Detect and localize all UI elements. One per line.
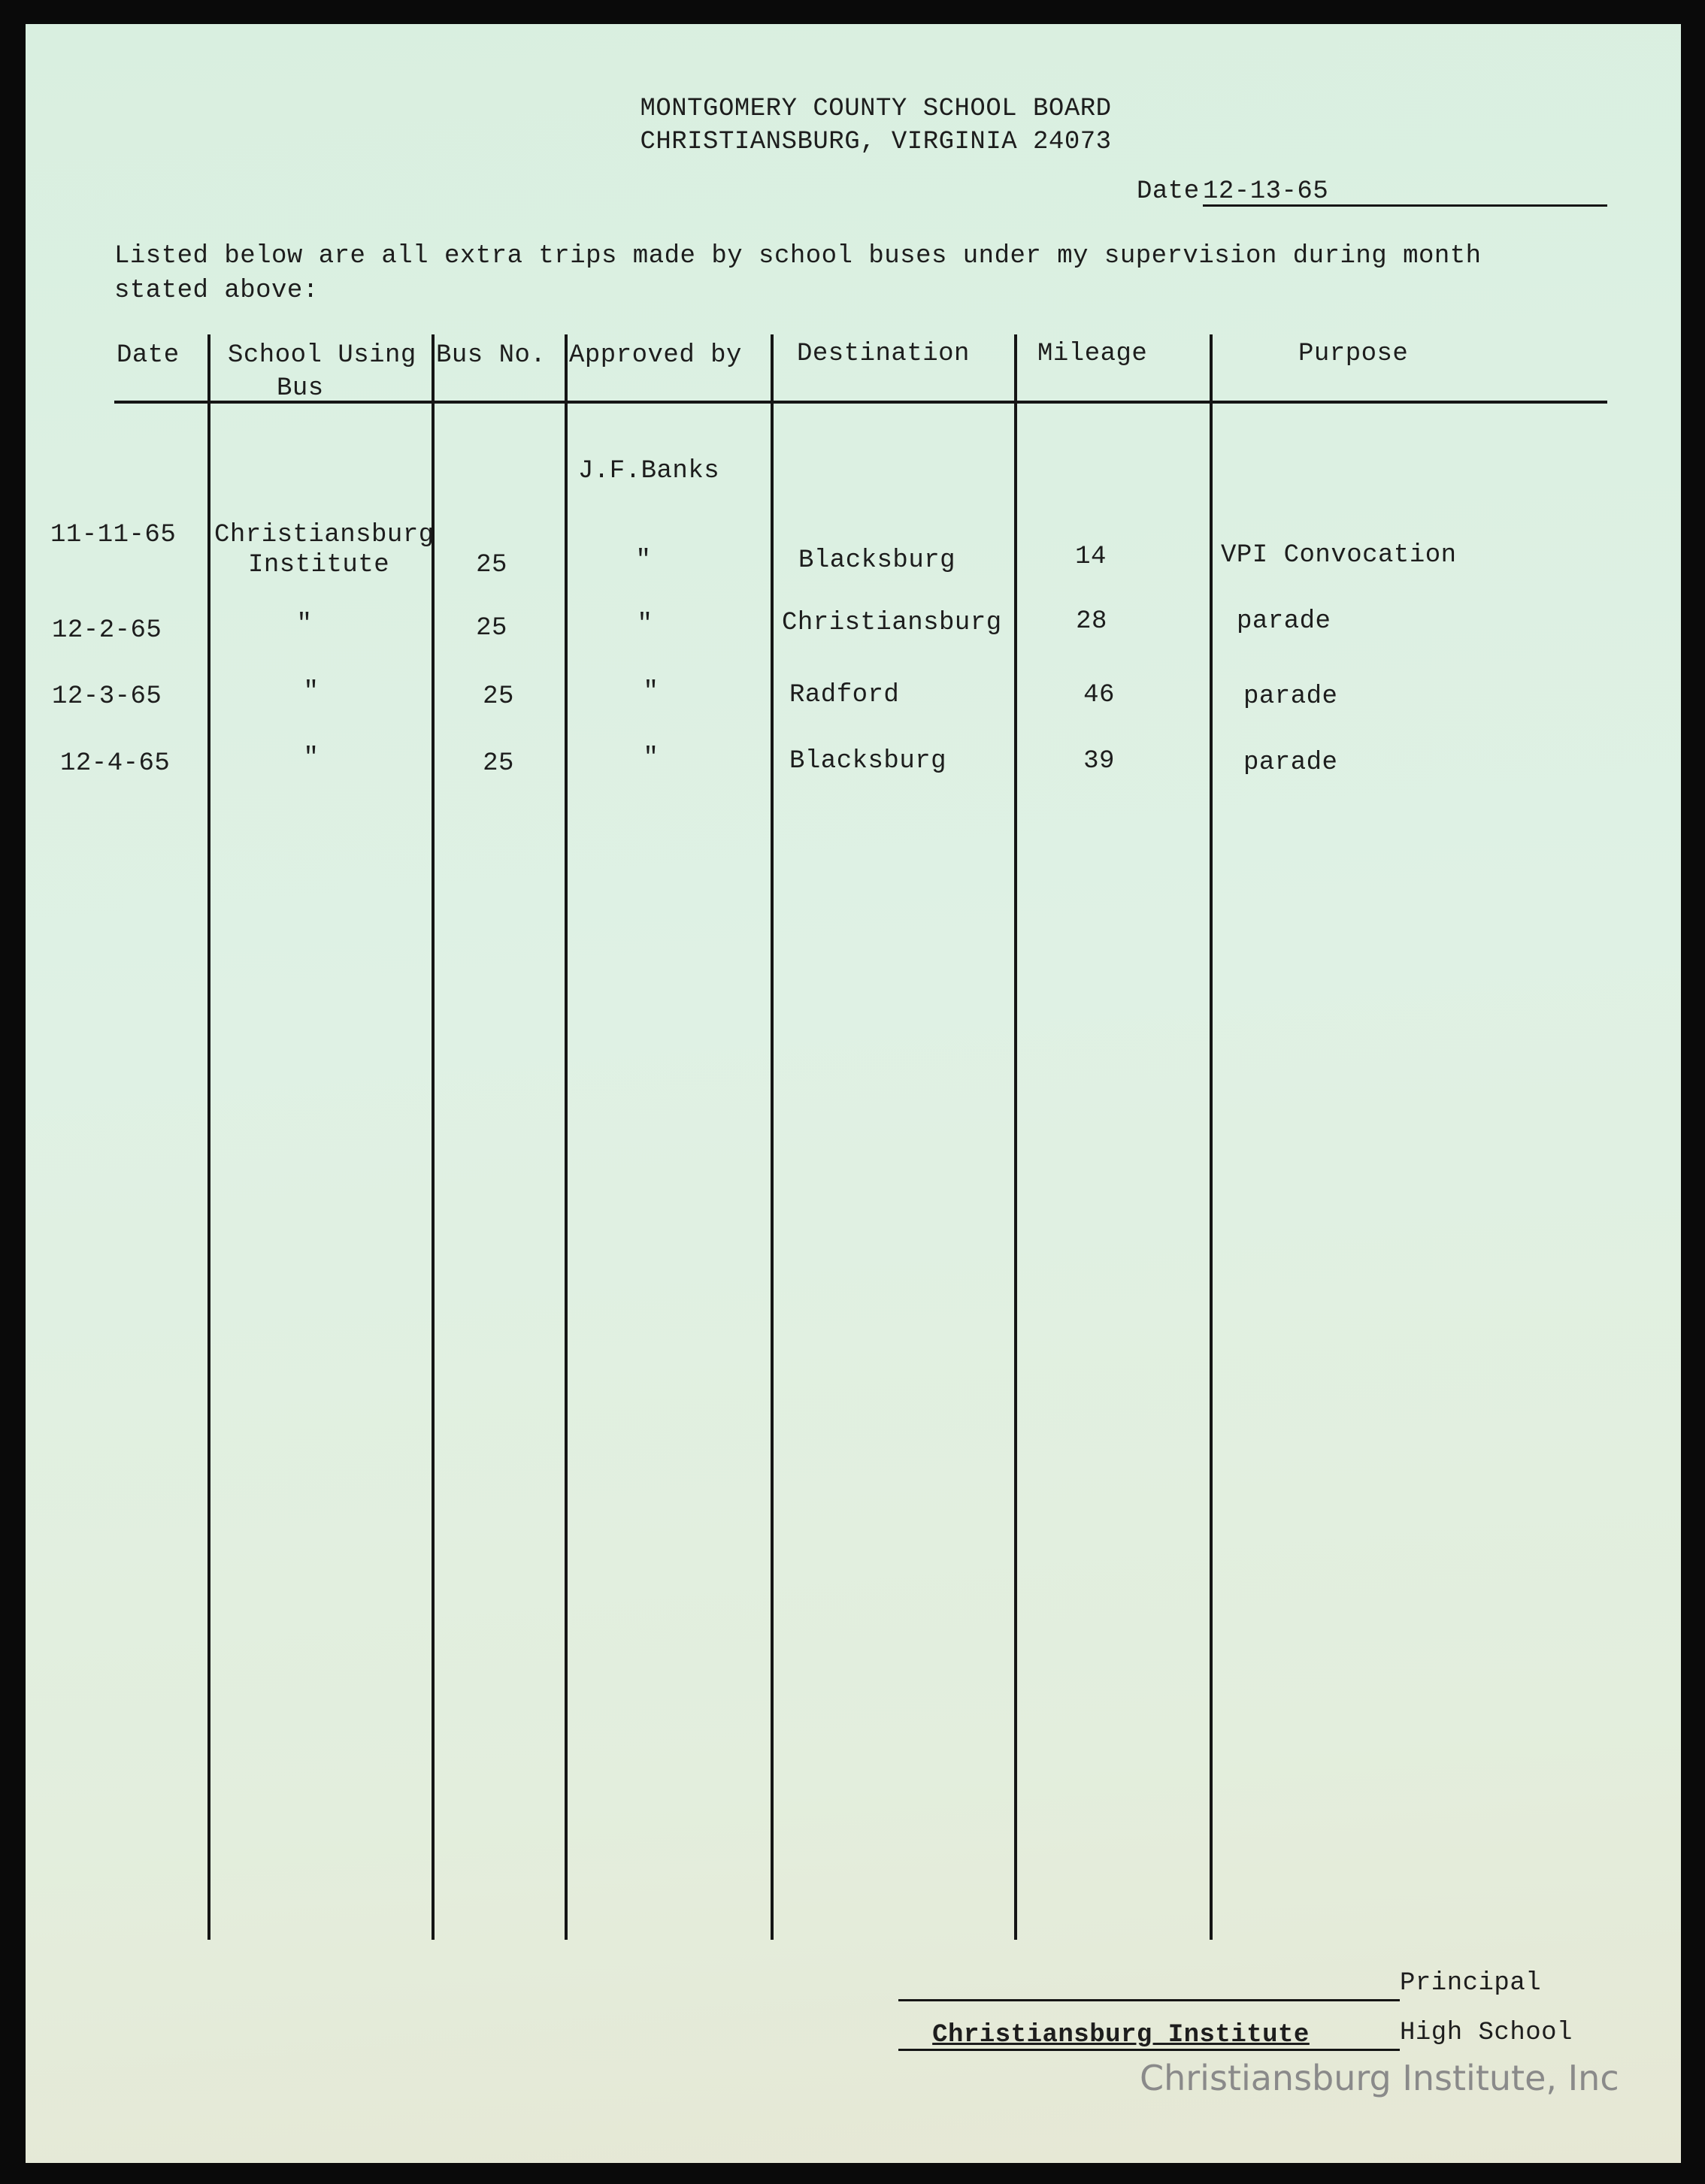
cell-purpose: VPI Convocation	[1221, 541, 1457, 570]
letterhead-line2: CHRISTIANSBURG, VIRGINIA 24073	[640, 128, 1112, 156]
school-name: Christiansburg Institute	[932, 2021, 1310, 2049]
cell-school: "	[303, 744, 319, 773]
date-label: Date	[1137, 177, 1200, 206]
intro-line1: Listed below are all extra trips made by…	[114, 242, 1482, 271]
high-school-label: High School	[1400, 2019, 1573, 2047]
cell-bus-no: 25	[476, 614, 507, 643]
principal-signature-line	[898, 1999, 1400, 2001]
column-divider	[1210, 334, 1213, 1940]
cell-purpose: parade	[1243, 682, 1338, 711]
cell-destination: Christiansburg	[782, 609, 1002, 637]
cell-purpose: parade	[1237, 607, 1331, 636]
cell-bus-no: 25	[483, 749, 514, 778]
header-destination: Destination	[797, 340, 970, 368]
column-divider	[771, 334, 774, 1940]
header-date: Date	[117, 341, 180, 370]
column-divider	[1014, 334, 1017, 1940]
intro-line2: stated above:	[114, 277, 319, 305]
cell-mileage: 39	[1083, 747, 1115, 776]
date-value: 12-13-65	[1203, 177, 1329, 206]
header-bus-no: Bus No.	[436, 341, 547, 370]
cell-mileage: 14	[1075, 543, 1107, 571]
cell-approved-by: "	[643, 678, 659, 706]
school-signature-line	[898, 2049, 1400, 2051]
cell-approved-by: "	[635, 546, 652, 575]
cell-destination: Blacksburg	[789, 747, 947, 776]
cell-date: 12-4-65	[60, 749, 171, 778]
watermark: Christiansburg Institute, Inc	[1140, 2058, 1619, 2098]
cell-destination: Radford	[789, 681, 900, 709]
cell-purpose: parade	[1243, 749, 1338, 777]
header-mileage: Mileage	[1037, 340, 1148, 368]
date-underline	[1203, 204, 1607, 207]
cell-date: 12-3-65	[52, 682, 162, 711]
cell-bus-no: 25	[476, 551, 507, 579]
header-rule	[114, 401, 1607, 404]
column-divider	[565, 334, 568, 1940]
cell-destination: Blacksburg	[798, 546, 956, 575]
letterhead-line1: MONTGOMERY COUNTY SCHOOL BOARD	[640, 95, 1112, 123]
column-divider	[432, 334, 435, 1940]
document-page	[26, 24, 1681, 2163]
header-purpose: Purpose	[1298, 340, 1409, 368]
cell-mileage: 28	[1076, 607, 1107, 636]
cell-approved-by: "	[643, 744, 659, 773]
approver-name: J.F.Banks	[578, 457, 720, 486]
column-divider	[207, 334, 210, 1940]
cell-bus-no: 25	[483, 682, 514, 711]
principal-label: Principal	[1400, 1969, 1542, 1998]
cell-school: "	[296, 610, 313, 639]
header-school-bus: Bus	[277, 374, 324, 403]
header-approved-by: Approved by	[569, 341, 742, 370]
cell-school: Christiansburg	[214, 521, 435, 549]
cell-school-line2: Institute	[248, 551, 390, 579]
header-school: School Using	[228, 341, 416, 370]
cell-school: "	[303, 678, 319, 706]
cell-date: 11-11-65	[50, 521, 177, 549]
cell-mileage: 46	[1083, 681, 1115, 709]
cell-date: 12-2-65	[52, 616, 162, 645]
cell-approved-by: "	[637, 610, 653, 639]
